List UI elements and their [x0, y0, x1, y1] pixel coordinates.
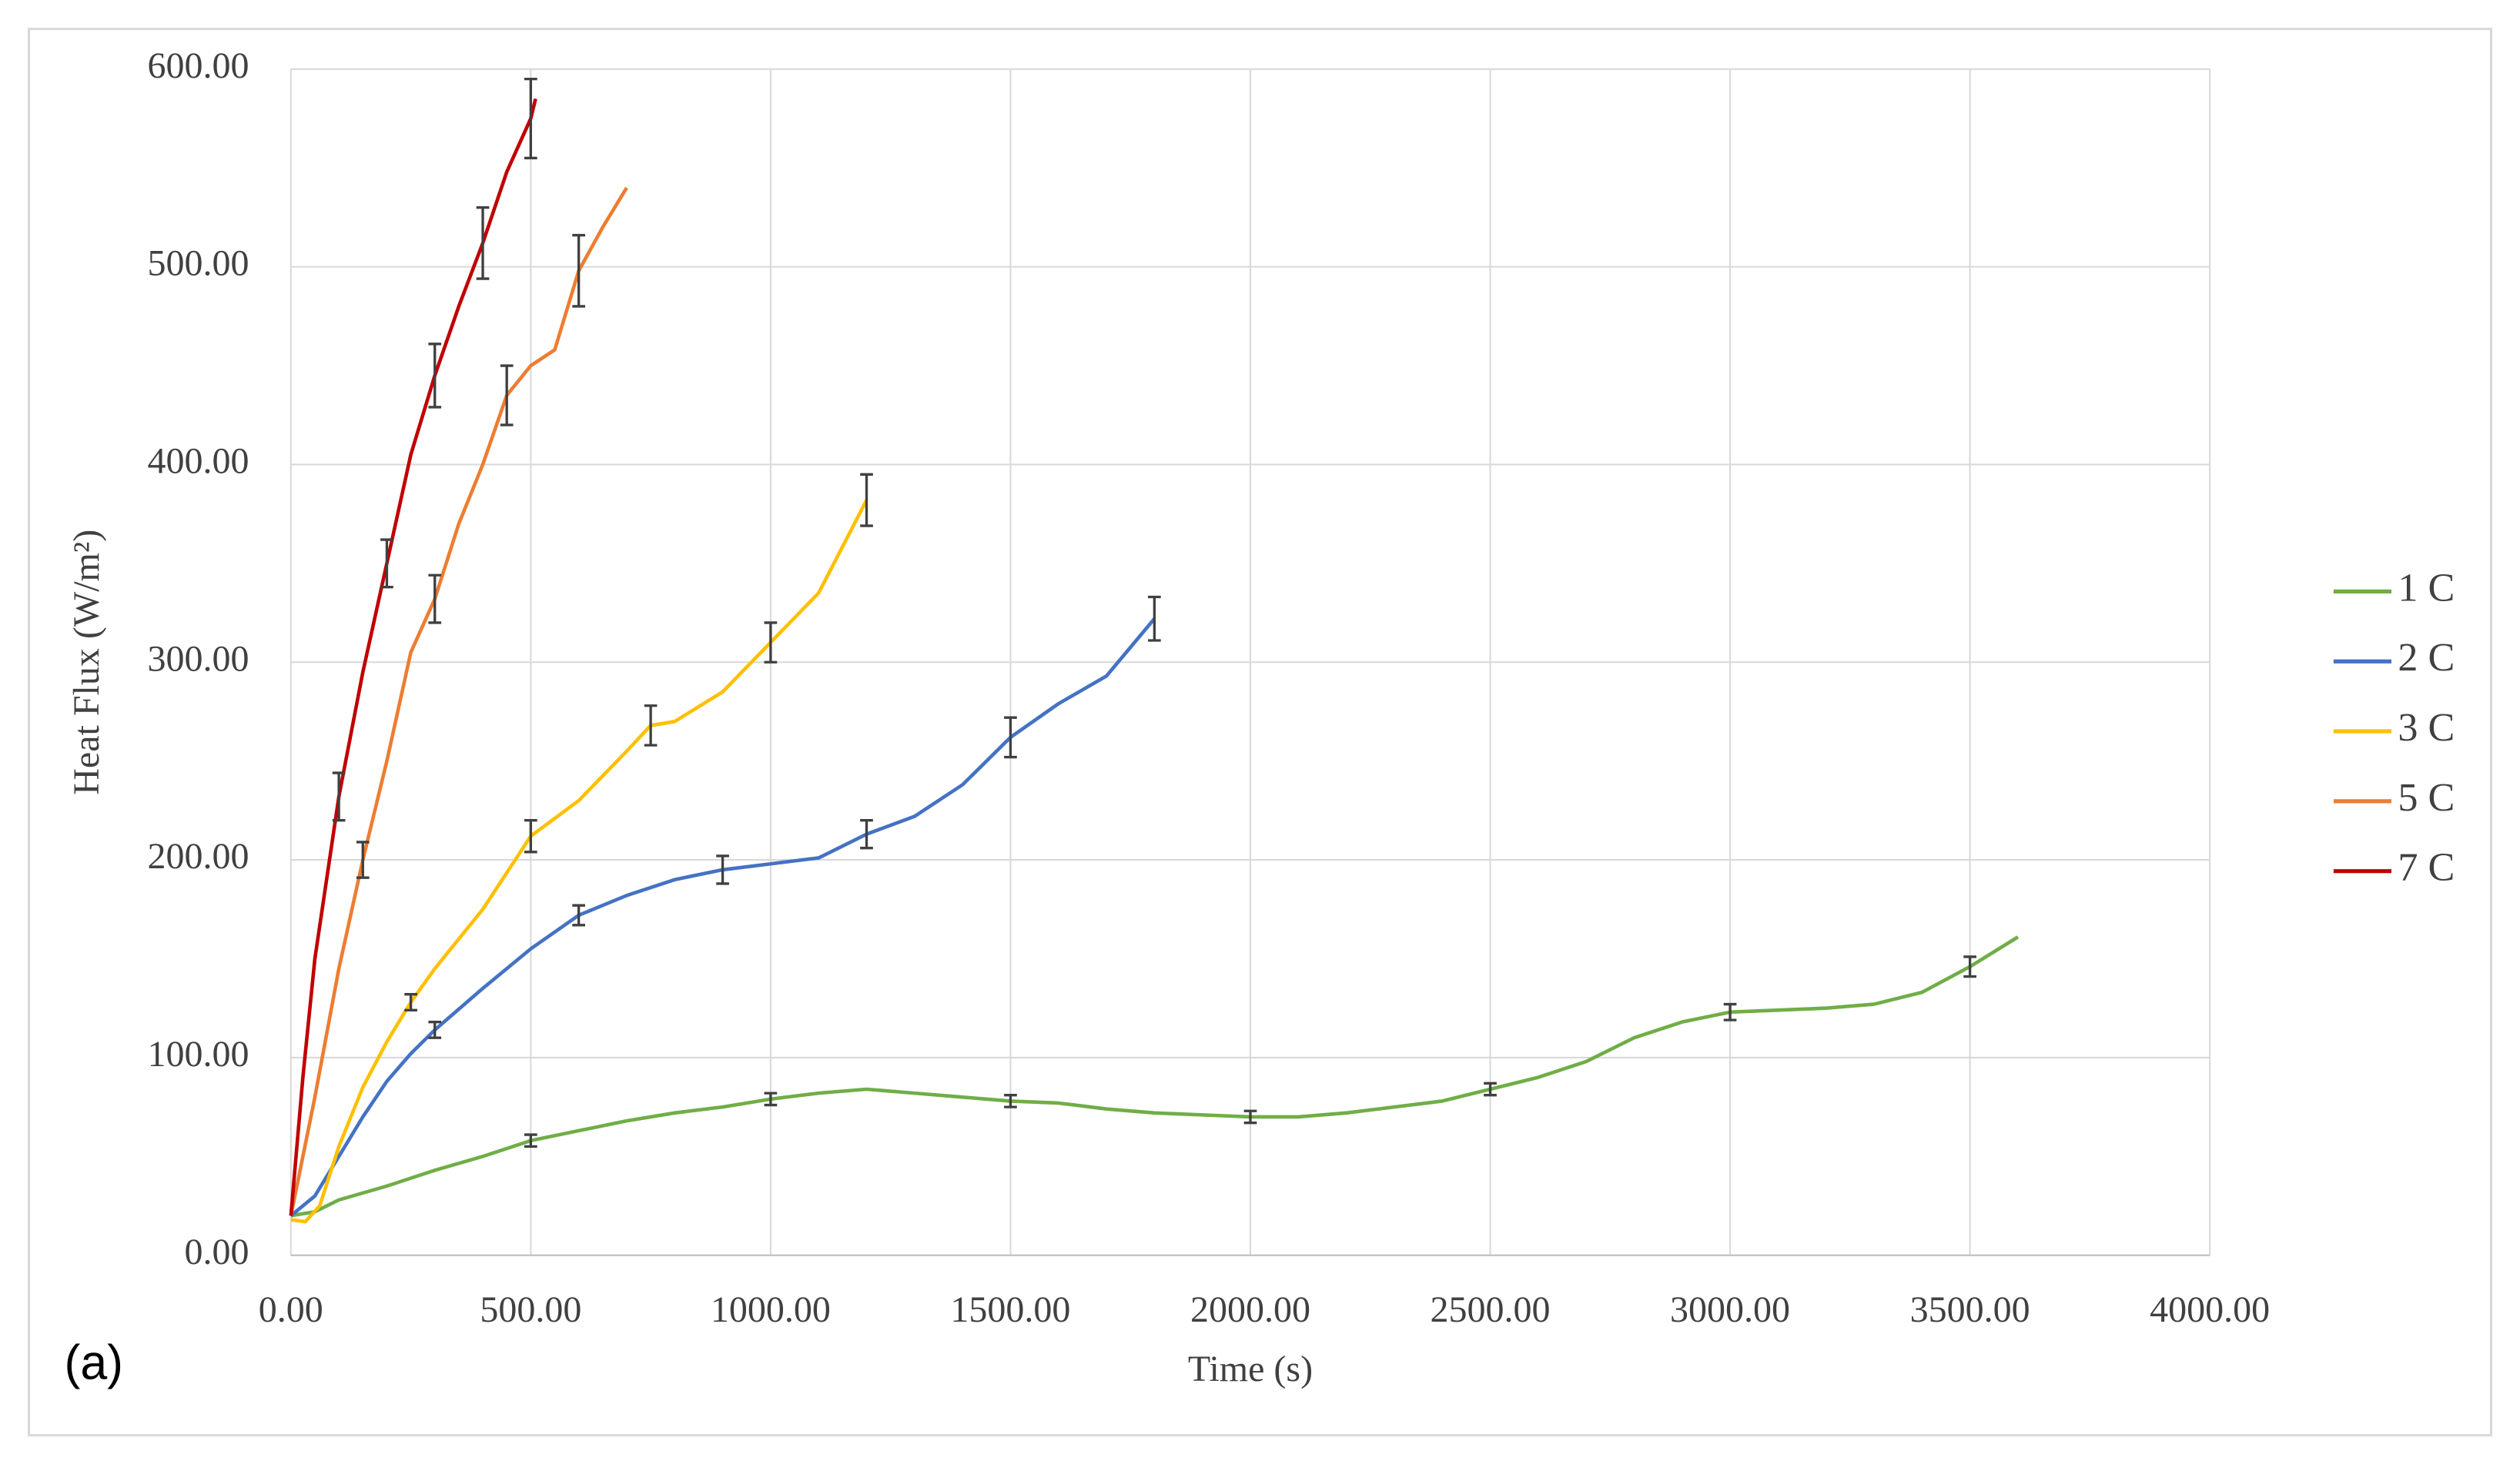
chart-frame	[28, 28, 2492, 1437]
error-bar	[1243, 1109, 1257, 1125]
error-bar	[644, 704, 658, 747]
legend-label: 7 C	[2398, 845, 2455, 890]
error-bar	[1963, 955, 1976, 978]
legend-label: 5 C	[2398, 775, 2455, 820]
series-line	[289, 617, 1156, 1218]
y-tick-label: 400.00	[148, 440, 249, 481]
error-bar	[476, 206, 490, 280]
y-tick-label: 600.00	[148, 45, 249, 86]
x-tick-label: 1500.00	[950, 1289, 1070, 1330]
error-bar	[1004, 1094, 1017, 1108]
error-bar	[524, 77, 537, 160]
error-bar	[1484, 1082, 1497, 1097]
error-bar	[1004, 716, 1017, 759]
y-tick-label: 300.00	[148, 638, 249, 679]
error-bar	[860, 819, 873, 850]
x-tick-label: 3000.00	[1670, 1289, 1790, 1330]
x-axis-label: Time (s)	[1188, 1349, 1313, 1389]
error-bar	[500, 364, 514, 426]
series-line	[290, 935, 2020, 1218]
y-tick-label: 0.00	[185, 1232, 249, 1272]
series-line	[289, 186, 628, 1216]
x-tick-label: 3500.00	[1910, 1289, 2030, 1330]
error-bar	[380, 538, 393, 589]
error-bar	[332, 771, 346, 822]
y-tick-label: 500.00	[148, 243, 249, 284]
x-tick-label: 4000.00	[2150, 1289, 2270, 1330]
error-bar	[1723, 1002, 1737, 1021]
error-bar	[404, 993, 417, 1011]
legend-label: 3 C	[2398, 705, 2455, 750]
error-bar	[572, 233, 586, 308]
error-bar	[1148, 595, 1161, 642]
y-tick-label: 200.00	[148, 836, 249, 877]
legend-label: 1 C	[2398, 565, 2455, 610]
error-bar	[572, 904, 586, 927]
legend-label: 2 C	[2398, 635, 2455, 680]
error-bar	[428, 573, 442, 624]
error-bar	[860, 473, 873, 527]
series-line	[290, 499, 868, 1224]
x-tick-label: 1000.00	[711, 1289, 831, 1330]
error-bar	[428, 343, 442, 409]
x-tick-label: 500.00	[480, 1289, 581, 1330]
series-line	[289, 98, 537, 1216]
error-bar	[356, 841, 370, 879]
error-bar	[716, 854, 729, 885]
x-tick-label: 2500.00	[1431, 1289, 1551, 1330]
x-tick-label: 0.00	[259, 1289, 323, 1330]
y-tick-label: 100.00	[148, 1034, 249, 1075]
error-bar	[524, 1133, 537, 1148]
panel-label: (a)	[64, 1336, 123, 1389]
error-bar	[428, 1021, 442, 1039]
error-bar	[764, 621, 778, 664]
error-bar	[524, 819, 537, 854]
error-bar	[764, 1092, 778, 1107]
x-tick-label: 2000.00	[1190, 1289, 1310, 1330]
y-axis-label: Heat Flux (W/m²)	[66, 530, 107, 795]
